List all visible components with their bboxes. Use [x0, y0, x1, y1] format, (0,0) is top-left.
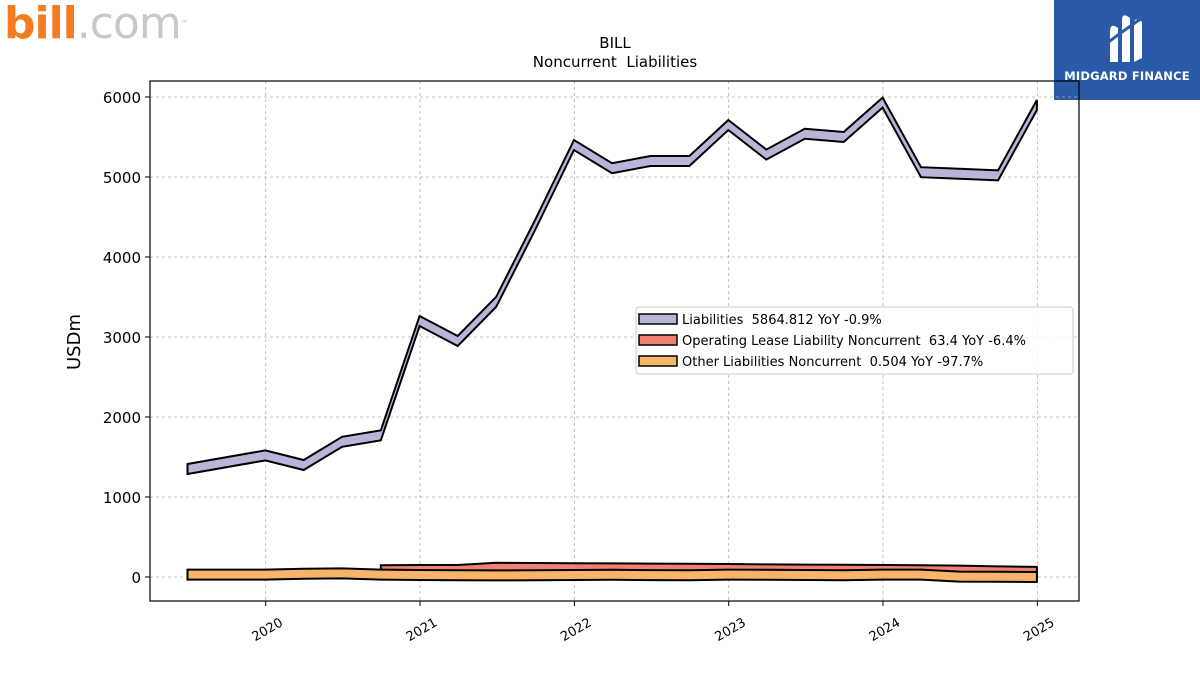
midgard-finance-wordmark: MIDGARD FINANCE	[1064, 69, 1190, 83]
midgard-emblem-icon	[1105, 12, 1149, 62]
y-tick-label-1000: 1000	[103, 489, 141, 507]
legend-box	[635, 306, 1074, 375]
x-tick-label-2025: 2025	[1021, 615, 1057, 645]
x-tick-label-2024: 2024	[867, 615, 903, 645]
legend-swatch-1	[638, 334, 678, 346]
x-tick-label-2023: 2023	[713, 615, 749, 645]
midgard-finance-logo: MIDGARD FINANCE	[1054, 0, 1200, 100]
legend-label-0: Liabilities 5864.812 YoY -0.9%	[682, 313, 882, 328]
bill-logo: bill.com™	[4, 0, 189, 49]
legend-label-1: Operating Lease Liability Noncurrent 63.…	[682, 334, 1026, 349]
legend-swatch-2	[638, 355, 678, 367]
x-tick-label-2021: 2021	[404, 615, 440, 645]
y-tick-label-2000: 2000	[103, 409, 141, 427]
y-tick-label-6000: 6000	[103, 89, 141, 107]
x-axis: 2020 2021 2022 2023 2024 2025	[250, 601, 1057, 645]
chart-subtitle: Noncurrent Liabilities	[533, 53, 698, 71]
legend-swatch-0	[638, 313, 678, 325]
y-tick-label-3000: 3000	[103, 329, 141, 347]
series-areas	[186, 96, 1038, 584]
y-axis: 0 1000 2000 3000 4000 5000 6000	[103, 89, 150, 587]
plot-frame	[149, 80, 1080, 602]
y-tick-label-0: 0	[131, 569, 141, 587]
legend: Liabilities 5864.812 YoY -0.9% Operating …	[635, 306, 1074, 375]
y-tick-label-4000: 4000	[103, 249, 141, 267]
x-tick-label-2020: 2020	[250, 615, 286, 645]
series-band-2	[186, 567, 1038, 584]
y-axis-label: USDm	[64, 314, 85, 370]
chart-title: BILL	[599, 34, 631, 52]
y-tick-label-5000: 5000	[103, 169, 141, 187]
x-tick-label-2022: 2022	[558, 615, 594, 645]
legend-label-2: Other Liabilities Noncurrent 0.504 YoY -…	[682, 355, 983, 370]
series-band-0	[186, 96, 1038, 476]
